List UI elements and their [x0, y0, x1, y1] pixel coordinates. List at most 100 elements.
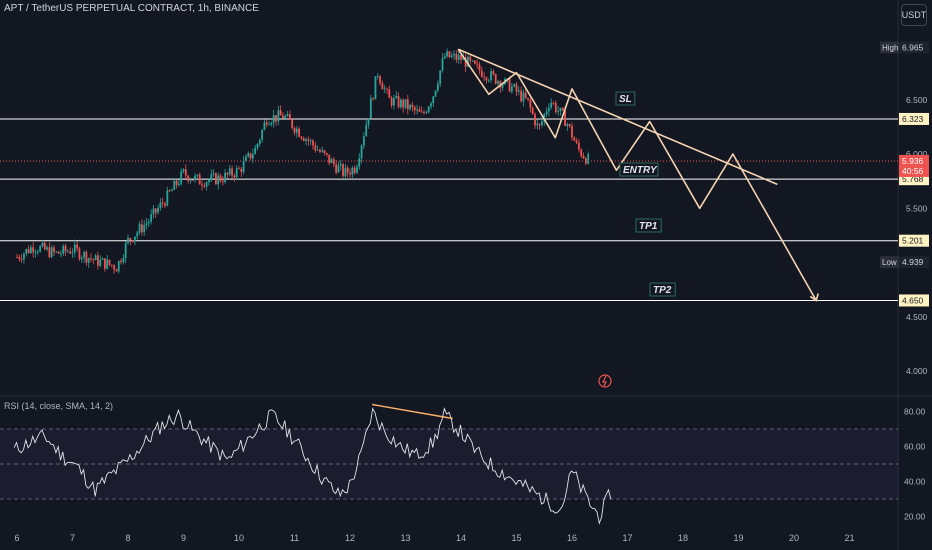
candle-body — [423, 111, 425, 113]
candle-body — [127, 237, 129, 244]
candle-body — [453, 53, 455, 56]
candle-body — [43, 242, 46, 250]
candle-body — [490, 71, 492, 81]
candle-body — [513, 84, 516, 87]
candle-body — [328, 154, 331, 163]
candle-body — [103, 258, 106, 269]
trendline[interactable] — [457, 48, 778, 186]
candle-body — [335, 164, 338, 173]
price-tick-label: 6.000 — [906, 149, 928, 159]
candle-body — [510, 86, 513, 92]
candle-body — [386, 88, 388, 90]
candle-body — [330, 159, 333, 163]
candle-body — [226, 172, 229, 175]
high-label: High — [882, 43, 898, 52]
candle-body — [85, 252, 88, 263]
candle-body — [520, 90, 523, 102]
projection-zigzag[interactable] — [457, 48, 817, 301]
time-tick-label: 15 — [511, 533, 521, 543]
candle-body — [374, 76, 377, 100]
candle-body — [395, 96, 398, 99]
candle-body — [554, 102, 557, 112]
level-price-badge — [899, 112, 929, 125]
candle-body — [166, 190, 169, 206]
current-price-label: 5.936 — [902, 156, 924, 166]
time-tick-label: 19 — [733, 533, 743, 543]
candle-body — [457, 54, 460, 60]
candle-body — [78, 248, 81, 260]
candle-body — [319, 149, 321, 152]
candle-body — [27, 248, 30, 253]
candle-body — [219, 175, 222, 182]
time-tick-label: 8 — [125, 533, 130, 543]
candle-body — [508, 78, 511, 92]
candle-body — [413, 107, 416, 111]
rsi-title: RSI (14, close, SMA, 14, 2) — [4, 401, 114, 411]
candle-body — [376, 76, 379, 77]
rsi-tick-label: 60.00 — [904, 442, 926, 452]
candle-body — [41, 242, 44, 247]
candle-body — [92, 259, 95, 261]
candle-body — [411, 104, 414, 108]
candle-body — [397, 96, 400, 108]
candle-body — [16, 257, 18, 258]
candle-body — [393, 98, 395, 106]
candle-body — [221, 181, 224, 183]
candle-body — [233, 175, 236, 178]
candle-body — [346, 167, 349, 173]
candle-body — [235, 168, 238, 178]
candle-body — [388, 89, 391, 98]
candle-body — [120, 260, 122, 263]
candle-body — [383, 88, 386, 90]
rsi-divergence-line[interactable] — [372, 403, 453, 420]
candle-body — [575, 140, 578, 143]
time-tick-label: 10 — [234, 533, 244, 543]
price-tick-label: 5.500 — [906, 203, 928, 213]
candle-body — [272, 115, 275, 123]
candle-body — [277, 110, 280, 122]
candle-body — [291, 119, 294, 128]
candle-body — [367, 118, 370, 125]
horizontal-levels — [0, 118, 898, 301]
candle-body — [25, 248, 28, 254]
candle-body — [349, 172, 351, 175]
currency-button[interactable]: USDT — [901, 4, 927, 26]
time-tick-label: 11 — [290, 533, 299, 543]
candle-body — [501, 84, 504, 88]
candle-body — [365, 124, 368, 137]
candle-body — [524, 92, 527, 98]
time-axis: 6 7 8 9 10 11 12 13 14 15 16 17 18 19 20 21 — [14, 533, 854, 543]
level-price-label: 6.323 — [902, 114, 924, 124]
candle-body — [261, 129, 264, 140]
candle-body — [282, 115, 284, 119]
candle-body — [240, 168, 243, 172]
candle-body — [99, 259, 102, 266]
candle-body — [18, 257, 21, 259]
tp1-label: TP1 — [639, 221, 658, 232]
candle-body — [23, 253, 25, 260]
candle-body — [212, 173, 215, 175]
candle-body — [448, 51, 451, 58]
candle-body — [251, 154, 254, 159]
candle-body — [29, 247, 32, 253]
candle-body — [62, 245, 65, 254]
candle-body — [249, 153, 252, 159]
candle-body — [584, 158, 587, 164]
candle-body — [552, 102, 555, 104]
candle-body — [154, 208, 157, 213]
candle-body — [404, 99, 407, 108]
candle-body — [321, 150, 324, 152]
trade-annotations: SL ENTRY TP1 TP2 — [598, 91, 676, 388]
lightning-icon[interactable] — [598, 374, 612, 388]
candle-body — [258, 139, 261, 144]
candle-body — [224, 172, 227, 183]
candle-body — [517, 90, 520, 92]
candle-body — [550, 102, 553, 108]
rsi-tick-label: 80.00 — [904, 407, 926, 417]
rsi-line — [13, 407, 612, 525]
candle-body — [194, 175, 196, 180]
entry-box — [619, 162, 659, 177]
candle-body — [187, 175, 190, 182]
price-tick-label: 6.500 — [906, 95, 928, 105]
